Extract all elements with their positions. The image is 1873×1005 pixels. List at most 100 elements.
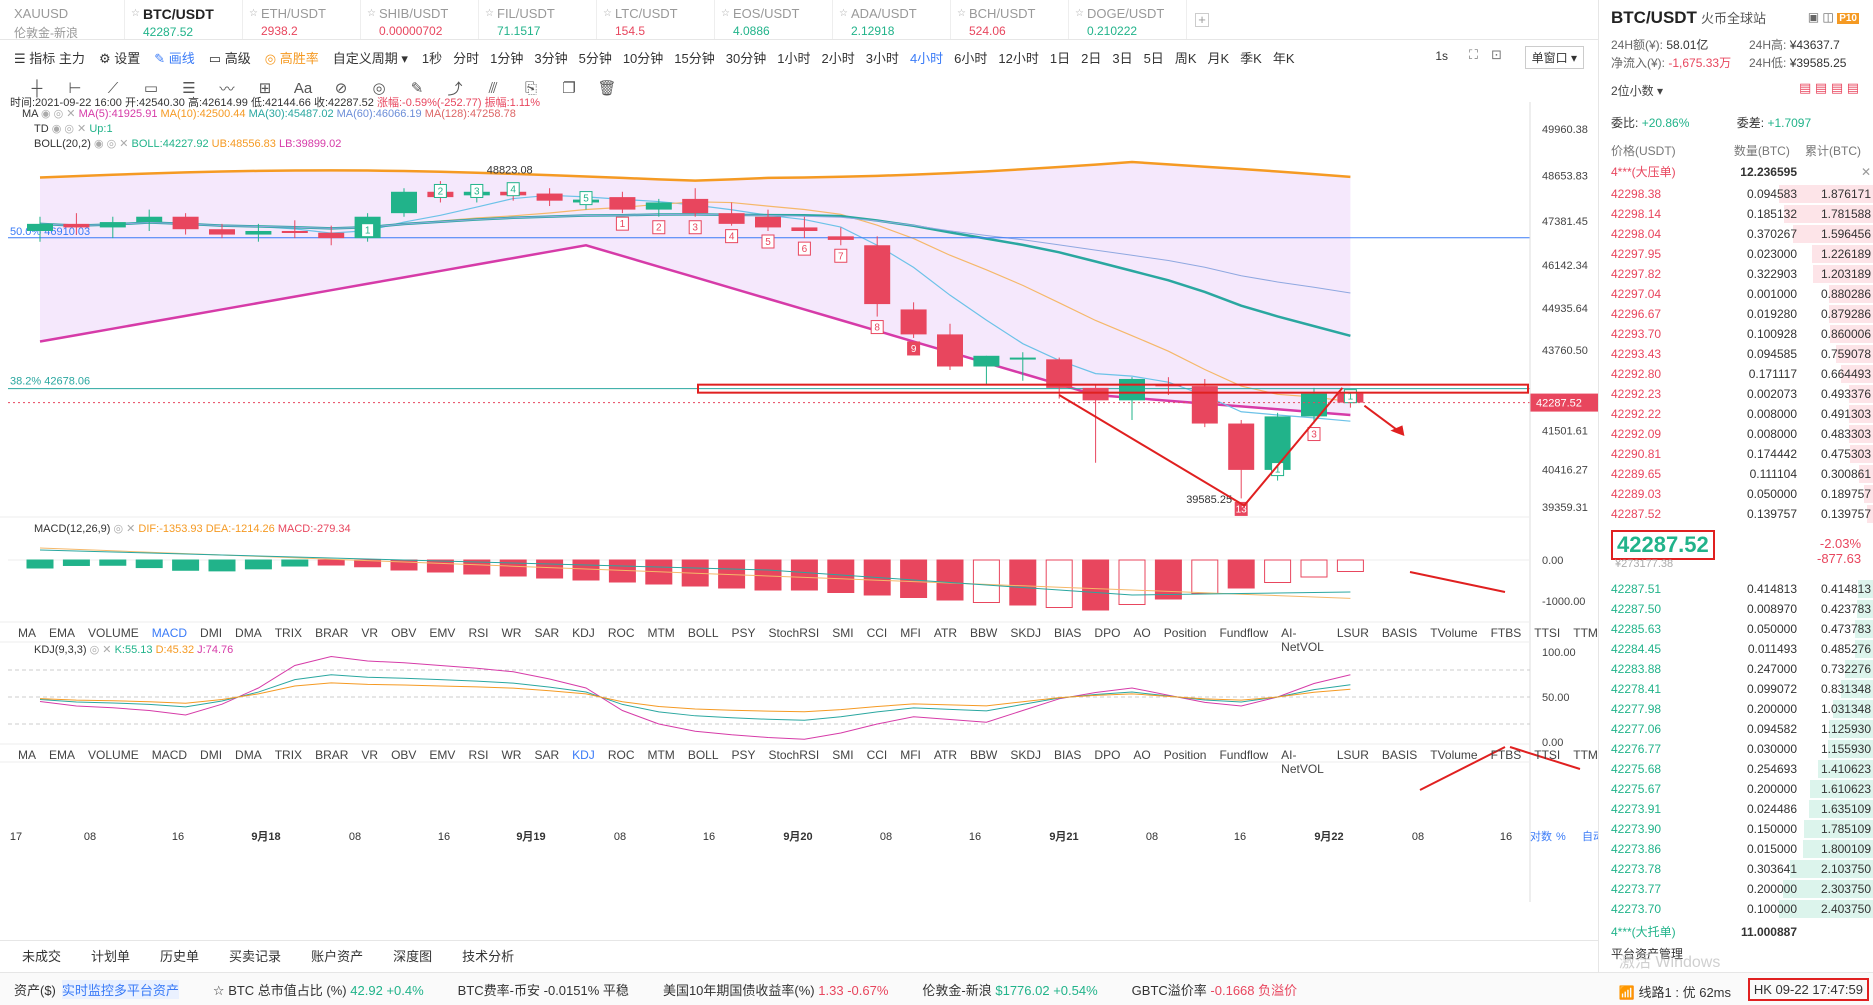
star-icon[interactable]: ☆ xyxy=(485,8,494,19)
indicator-option[interactable]: OBV xyxy=(391,748,417,762)
symbol-tab[interactable]: ☆ BCH/USDT 524.06 xyxy=(951,0,1069,39)
measure-tool-icon[interactable]: ⊞ xyxy=(258,80,272,97)
ray-tool-icon[interactable]: ⟋ xyxy=(107,79,119,97)
indicator-option[interactable]: KDJ xyxy=(572,626,595,640)
indicator-option[interactable]: AO xyxy=(1133,748,1151,762)
indicator-option[interactable]: BIAS xyxy=(1054,626,1082,640)
screenshot-icon[interactable]: ⊡ xyxy=(1491,47,1502,62)
indicator-option[interactable]: LSUR xyxy=(1336,748,1369,762)
order-tab[interactable]: 技术分析 xyxy=(462,949,515,964)
indicator-option[interactable]: MACD xyxy=(151,626,188,640)
orderbook-row[interactable]: 42290.81 0.174442 0.475303 xyxy=(1599,444,1873,464)
eye-icon[interactable]: ◎ ✕ xyxy=(89,644,112,656)
indicator-option[interactable]: FTBS xyxy=(1490,626,1522,640)
indicator-option[interactable]: AO xyxy=(1133,626,1151,640)
indicator-option[interactable]: SAR xyxy=(534,748,560,762)
star-icon[interactable]: ☆ xyxy=(249,8,258,19)
indicator-option[interactable]: StochRSI xyxy=(768,748,820,762)
gbtc[interactable]: GBTC溢价率 -0.1668 负溢价 xyxy=(1132,980,1297,999)
indicator-option[interactable]: CCI xyxy=(866,748,888,762)
symbol-tab[interactable]: ☆ FIL/USDT 71.1517 xyxy=(479,0,597,39)
indicator-option[interactable]: WR xyxy=(501,626,522,640)
star-icon[interactable]: ☆ xyxy=(131,8,140,19)
orderbook-row[interactable]: 42292.09 0.008000 0.483303 xyxy=(1599,424,1873,444)
indicator-option[interactable]: ATR xyxy=(933,748,958,762)
gold[interactable]: 伦敦金-新浪 $1776.02 +0.54% xyxy=(922,980,1097,999)
orderbook-row[interactable]: 42289.03 0.050000 0.189757 xyxy=(1599,484,1873,504)
orderbook-row[interactable]: 42293.70 0.100928 0.860006 xyxy=(1599,324,1873,344)
indicator-option[interactable]: TRIX xyxy=(274,748,303,762)
symbol-tab[interactable]: ☆ BTC/USDT 42287.52 xyxy=(125,0,243,39)
decimals-dropdown[interactable]: 2位小数 ▾ xyxy=(1611,84,1664,98)
order-tab[interactable]: 历史单 xyxy=(160,949,200,964)
crosshair-tool-icon[interactable]: ┼ xyxy=(31,79,43,97)
us10y[interactable]: 美国10年期国债收益率(%) 1.33 -0.67% xyxy=(663,980,888,999)
add-tab-button[interactable]: + xyxy=(1187,0,1217,39)
indicator-option[interactable]: VR xyxy=(361,626,379,640)
wave-tool-icon[interactable]: 〰 xyxy=(219,80,235,98)
star-icon[interactable]: ☆ xyxy=(603,8,612,19)
indicator-option[interactable]: BRAR xyxy=(315,748,349,762)
eye-icon[interactable]: ◎ ✕ xyxy=(113,523,136,535)
period-option[interactable]: 15分钟 xyxy=(674,50,715,66)
orderbook-row[interactable]: 42285.63 0.050000 0.473783 xyxy=(1599,619,1873,639)
indicator-option[interactable]: BOLL xyxy=(687,626,719,640)
indicator-option[interactable]: DPO xyxy=(1094,748,1121,762)
symbol-tab[interactable]: ☆ DOGE/USDT 0.210222 xyxy=(1069,0,1187,39)
orderbook-row[interactable]: 42292.22 0.008000 0.491303 xyxy=(1599,404,1873,424)
period-option[interactable]: 6小时 xyxy=(954,50,988,66)
period-option[interactable]: 30分钟 xyxy=(725,50,767,66)
indicator-option[interactable]: Position xyxy=(1163,626,1207,640)
orderbook-row[interactable]: 42277.98 0.200000 1.031348 xyxy=(1599,699,1873,719)
indicator-option[interactable]: DPO xyxy=(1094,626,1121,640)
platform-assets[interactable]: 平台资产管理 xyxy=(1599,945,1873,962)
indicators-button[interactable]: ☰ 指标 主力 xyxy=(14,50,85,66)
indicator-option[interactable]: EMA xyxy=(49,626,76,640)
eye-icon[interactable]: ◉ ◎ ✕ xyxy=(40,108,76,120)
indicator-option[interactable]: TTSI xyxy=(1534,626,1561,640)
indicator-option[interactable]: SAR xyxy=(534,626,560,640)
big-ask-row[interactable]: 4***(大压单) 12.236595 ✕ xyxy=(1599,162,1873,182)
winrate-button[interactable]: ◎ 高胜率 xyxy=(265,48,319,67)
text-tool-icon[interactable]: Aa xyxy=(293,79,313,97)
orderbook-row[interactable]: 42298.04 0.370267 1.596456 xyxy=(1599,224,1873,244)
symbol-tab[interactable]: XAUUSD 伦敦金-新浪 xyxy=(0,0,125,40)
indicator-option[interactable]: OBV xyxy=(391,626,417,640)
order-tab[interactable]: 计划单 xyxy=(91,949,131,964)
symbol-tab[interactable]: ☆ ADA/USDT 2.12918 xyxy=(833,0,951,39)
indicator-option[interactable]: BASIS xyxy=(1381,626,1418,640)
orderbook-row[interactable]: 42275.67 0.200000 1.610623 xyxy=(1599,779,1873,799)
period-option[interactable]: 5日 xyxy=(1143,50,1164,66)
indicator-option[interactable]: Fundflow xyxy=(1219,748,1269,762)
period-option[interactable]: 1日 xyxy=(1049,50,1071,66)
order-tab[interactable]: 账户资产 xyxy=(311,949,364,964)
indicator-option[interactable]: DMA xyxy=(235,626,262,640)
segment-tool-icon[interactable]: ⊢ xyxy=(68,80,82,97)
indicator-option[interactable]: VR xyxy=(361,748,379,762)
period-option[interactable]: 10分钟 xyxy=(622,50,664,66)
indicator-option[interactable]: Position xyxy=(1163,748,1207,762)
period-option[interactable]: 年K xyxy=(1272,50,1295,66)
period-option[interactable]: 3小时 xyxy=(865,50,899,66)
indicator-option[interactable]: MTM xyxy=(647,626,675,640)
orderbook-row[interactable]: 42287.51 0.414813 0.414813 xyxy=(1599,579,1873,599)
indicator-option[interactable]: VOLUME xyxy=(88,626,139,640)
indicator-option[interactable]: EMA xyxy=(49,748,76,762)
indicator-option[interactable]: AI-NetVOL xyxy=(1281,748,1324,776)
indicator-option[interactable]: BRAR xyxy=(315,626,349,640)
draw-button[interactable]: ✎ 画线 xyxy=(154,48,195,67)
period-option[interactable]: 3日 xyxy=(1112,50,1133,66)
indicator-option[interactable]: DMA xyxy=(235,748,262,762)
indicator-option[interactable]: StochRSI xyxy=(768,626,820,640)
orderbook-row[interactable]: 42273.91 0.024486 1.635109 xyxy=(1599,799,1873,819)
indicator-option[interactable]: RSI xyxy=(468,748,489,762)
funding-rate[interactable]: BTC费率-币安 -0.0151% 平稳 xyxy=(458,980,629,999)
period-option[interactable]: 1小时 xyxy=(777,50,811,66)
circle-tool-icon[interactable]: ◎ xyxy=(372,80,386,97)
chart-area[interactable]: 50.0% 46910.03 38.2% 42678.06 1 2 3 4 5 1 2 3 4 5 6 7… xyxy=(0,97,1639,922)
indicator-option[interactable]: ROC xyxy=(607,626,635,640)
network-status[interactable]: 📶 线路1 : 优 62ms xyxy=(1619,982,1731,1001)
star-icon[interactable]: ☆ xyxy=(367,8,376,19)
indicator-option[interactable]: SMI xyxy=(832,626,854,640)
